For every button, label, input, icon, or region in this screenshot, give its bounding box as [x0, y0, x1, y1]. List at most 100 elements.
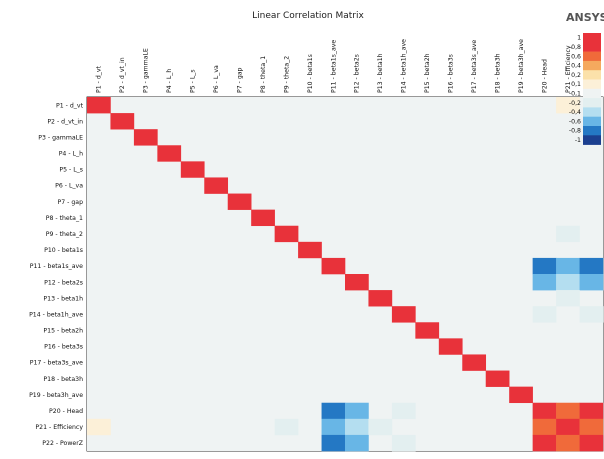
colorbar: 1 0,8 0,6 0,4 0,2 0,1 -0,1 -0,2 -0,4 -0,6 -0,8 -1: [569, 33, 601, 145]
heatmap-cell: [579, 306, 604, 323]
heatmap-cell: [556, 290, 580, 307]
heatmap-cell: [298, 241, 322, 259]
colorbar-tick-label: 0,6: [571, 53, 581, 60]
heatmap-cell: [438, 338, 463, 355]
colorbar-segment: [583, 116, 601, 127]
row-label: P16 - beta3s: [44, 344, 83, 351]
colorbar-segment: [583, 33, 601, 43]
row-labels: P1 - d_vt P2 - d_vt_in P3 - gammaLE P4 - L_…: [29, 102, 84, 447]
heatmap-cell: [180, 161, 205, 178]
colorbar-segment: [583, 126, 601, 136]
colorbar-tick-label: -0,2: [569, 100, 581, 107]
colorbar-segment: [583, 70, 601, 80]
colorbar-segment: [583, 107, 601, 117]
row-label: P12 - beta2s: [44, 279, 83, 286]
heatmap-cells: [87, 97, 604, 452]
heatmap-cell: [204, 177, 229, 194]
row-label: P10 - beta1s: [44, 247, 83, 254]
colorbar-tick-label: 1: [577, 35, 581, 42]
ansys-logo-text: ANSYS: [566, 11, 604, 24]
row-label: P8 - theta_1: [46, 215, 83, 222]
heatmap-cell: [532, 306, 557, 323]
column-labels: P1 - d_vt P2 - d_vt_in P3 - gammaLE P4 - L_…: [96, 39, 596, 93]
colorbar-segment: [583, 60, 601, 71]
column-label: P14 - beta1h_ave: [401, 39, 408, 93]
column-label: P13 - beta1h: [377, 53, 384, 93]
heatmap-cell: [462, 354, 487, 371]
colorbar-segment: [583, 42, 601, 52]
colorbar-segment: [583, 135, 601, 145]
column-label: P3 - gammaLE: [143, 48, 150, 93]
heatmap-cell: [485, 370, 510, 387]
row-label: P13 - beta1h: [43, 295, 83, 302]
heatmap-cell: [274, 418, 299, 436]
heatmap-cell: [556, 225, 580, 243]
column-label: P17 - beta3s_ave: [471, 40, 478, 93]
row-label: P22 - PowerZ: [42, 440, 83, 447]
colorbar-segment: [583, 79, 601, 90]
heatmap-cell: [274, 225, 299, 243]
colorbar-tick-label: -1: [575, 137, 581, 144]
row-label: P15 - beta2h: [43, 328, 83, 335]
heatmap-cell: [87, 418, 111, 436]
colorbar-tick-label: -0,8: [569, 128, 581, 135]
row-label: P1 - d_vt: [56, 102, 84, 109]
heatmap-cell: [532, 434, 557, 452]
heatmap-cell: [391, 306, 416, 323]
heatmap-cell: [345, 274, 369, 291]
column-label: P5 - L_s: [190, 69, 197, 93]
row-label: P9 - theta_2: [46, 231, 83, 238]
column-label: P15 - beta2h: [424, 53, 431, 93]
row-label: P11 - beta1s_ave: [30, 263, 83, 270]
heatmap-cell: [556, 402, 580, 420]
heatmap-cell: [321, 418, 346, 436]
column-label: P4 - L_h: [166, 69, 173, 93]
column-label: P1 - d_vt: [96, 65, 103, 93]
colorbar-tick-label: -0,4: [569, 109, 581, 116]
ansys-logo: ANSYS: [566, 11, 604, 24]
colorbar-tick-label: -0,1: [569, 90, 581, 97]
heatmap-cell: [133, 129, 158, 146]
heatmap-cell: [556, 274, 580, 291]
heatmap-cell: [368, 290, 393, 307]
row-label: P18 - beta3h: [43, 376, 83, 383]
heatmap-cell: [227, 193, 252, 210]
column-label: P21 - Efficiency: [565, 45, 572, 93]
row-label: P2 - d_vt_in: [47, 118, 83, 125]
row-label: P4 - L_h: [59, 151, 83, 158]
row-label: P7 - gap: [58, 199, 84, 206]
column-label: P9 - theta_2: [283, 56, 290, 93]
heatmap-cell: [345, 434, 369, 452]
heatmap-cell: [368, 418, 393, 436]
heatmap-cell: [579, 402, 604, 420]
heatmap-cell: [157, 145, 182, 162]
colorbar-segment: [583, 88, 601, 99]
column-label: P8 - theta_1: [260, 56, 267, 93]
heatmap-cell: [579, 257, 604, 275]
column-label: P16 - beta3s: [448, 54, 455, 93]
chart-title: Linear Correlation Matrix: [252, 11, 364, 21]
colorbar-tick-label: 0,2: [571, 72, 581, 79]
column-label: P2 - d_vt_in: [119, 57, 126, 93]
heatmap-cell: [509, 386, 533, 404]
heatmap-cell: [345, 418, 369, 436]
column-label: P11 - beta1s_ave: [330, 40, 337, 93]
row-label: P5 - L_s: [59, 167, 83, 174]
row-label: P14 - beta1h_ave: [29, 311, 83, 318]
heatmap-cell: [556, 257, 580, 275]
colorbar-segment: [583, 98, 601, 108]
colorbar-tick-label: 0,4: [571, 63, 581, 70]
row-label: P17 - beta3s_ave: [30, 360, 83, 367]
heatmap-cell: [579, 418, 604, 436]
column-label: P19 - beta3h_ave: [518, 39, 525, 93]
heatmap-cell: [391, 402, 416, 420]
heatmap-cell: [532, 274, 557, 291]
heatmap-cell: [321, 402, 346, 420]
heatmap-cell: [321, 434, 346, 452]
column-label: P20 - Head: [541, 59, 548, 93]
heatmap-cell: [556, 418, 580, 436]
heatmap-cell: [579, 434, 604, 452]
column-label: P10 - beta1s: [307, 54, 314, 93]
column-label: P7 - gap: [236, 67, 243, 93]
